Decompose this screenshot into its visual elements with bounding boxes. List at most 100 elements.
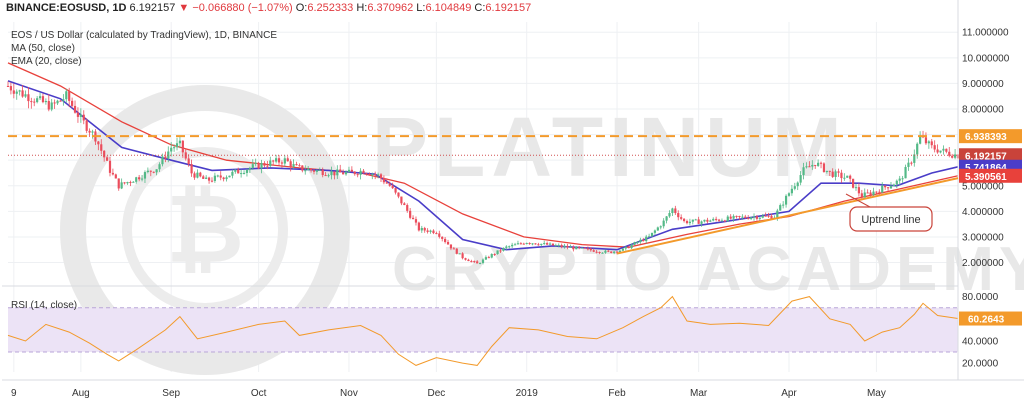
candle-body	[190, 164, 193, 174]
x-tick-label: Aug	[72, 388, 90, 399]
candle-body	[339, 169, 342, 173]
candle-body	[828, 170, 831, 172]
candle-body	[592, 250, 595, 252]
candle-body	[403, 203, 406, 206]
candle-body	[636, 242, 639, 244]
candle-body	[723, 220, 726, 222]
candle-body	[953, 154, 957, 158]
candle-body	[173, 147, 176, 149]
candle-body	[24, 94, 27, 97]
candle-body	[350, 169, 353, 172]
candle-body	[342, 172, 345, 175]
candle-body	[33, 101, 36, 103]
candle-body	[770, 215, 773, 219]
candle-body	[843, 177, 846, 179]
symbol-label: BINANCE:EOSUSD, 1D	[6, 2, 127, 14]
candle-body	[575, 246, 578, 250]
candle-body	[15, 91, 18, 94]
candle-body	[522, 243, 525, 245]
candle-body	[71, 100, 74, 106]
candle-body	[295, 164, 298, 166]
candle-body	[878, 191, 881, 193]
x-tick-label: Sep	[162, 388, 180, 399]
candle-body	[805, 166, 808, 168]
candle-body	[508, 246, 511, 248]
candle-body	[851, 178, 855, 188]
candle-body	[916, 143, 919, 155]
candle-body	[942, 148, 945, 151]
candle-body	[726, 216, 729, 222]
candle-body	[808, 166, 811, 168]
candle-body	[607, 250, 610, 252]
candle-body	[630, 244, 633, 249]
candle-body	[289, 161, 292, 167]
candle-body	[318, 169, 321, 171]
candle-body	[822, 163, 826, 172]
x-tick-label: Mar	[690, 388, 708, 399]
candle-body	[618, 250, 622, 253]
candle-body	[884, 185, 887, 188]
candle-body	[796, 182, 799, 187]
candle-body	[315, 170, 318, 172]
candle-body	[857, 187, 861, 194]
candle-body	[187, 158, 190, 165]
candle-body	[114, 174, 117, 179]
candle-body	[566, 245, 569, 248]
candle-body	[444, 238, 447, 242]
candle-body	[913, 154, 916, 163]
candle-body	[653, 230, 657, 233]
candle-body	[586, 248, 590, 250]
candle-body	[228, 175, 231, 178]
candle-body	[881, 185, 884, 193]
candle-body	[819, 162, 823, 164]
candle-body	[595, 251, 598, 253]
candle-body	[251, 164, 254, 168]
candle-body	[717, 219, 721, 221]
candle-body	[269, 160, 272, 166]
candle-body	[487, 257, 490, 259]
y-tick-label: 8.000000	[962, 105, 1004, 116]
candle-body	[312, 170, 316, 172]
candle-body	[700, 221, 703, 224]
candle-body	[103, 150, 106, 158]
watermark-line1: PLATINUM	[372, 100, 848, 194]
candle-body	[219, 175, 222, 178]
candle-body	[557, 245, 560, 247]
candle-body	[752, 216, 756, 218]
candle-body	[167, 151, 170, 159]
candle-body	[158, 164, 161, 170]
candle-body	[951, 155, 954, 158]
candle-body	[945, 148, 948, 152]
legend-ma: MA (50, close)	[11, 43, 75, 54]
watermark: ₿ PLATINUM CRYPTO ACADEMY	[60, 85, 1024, 375]
candle-body	[674, 208, 677, 214]
x-tick-label: Apr	[781, 388, 797, 399]
close-label: C:	[474, 2, 486, 14]
candle-body	[216, 175, 219, 177]
candle-body	[519, 243, 522, 245]
candle-body	[892, 184, 895, 187]
annotation-box	[849, 206, 933, 232]
candle-body	[41, 96, 45, 103]
x-tick-label: Dec	[427, 388, 445, 399]
candle-body	[324, 175, 327, 177]
candle-body	[604, 250, 607, 253]
candle-body	[286, 158, 289, 162]
candle-body	[237, 169, 240, 174]
legend-ema: EMA (20, close)	[11, 56, 82, 67]
candle-body	[939, 150, 942, 153]
candle-body	[540, 243, 543, 245]
candle-body	[164, 156, 167, 159]
candle-body	[793, 186, 796, 189]
candle-body	[263, 162, 266, 166]
rsi-line	[7, 295, 959, 366]
candle-body	[36, 98, 39, 103]
candle-body	[548, 243, 552, 245]
candle-body	[668, 213, 671, 217]
candle-body	[685, 221, 689, 224]
candle-body	[866, 192, 869, 194]
candle-body	[117, 178, 120, 189]
candle-body	[146, 170, 149, 173]
candle-body	[138, 177, 141, 180]
candle-body	[895, 180, 898, 185]
